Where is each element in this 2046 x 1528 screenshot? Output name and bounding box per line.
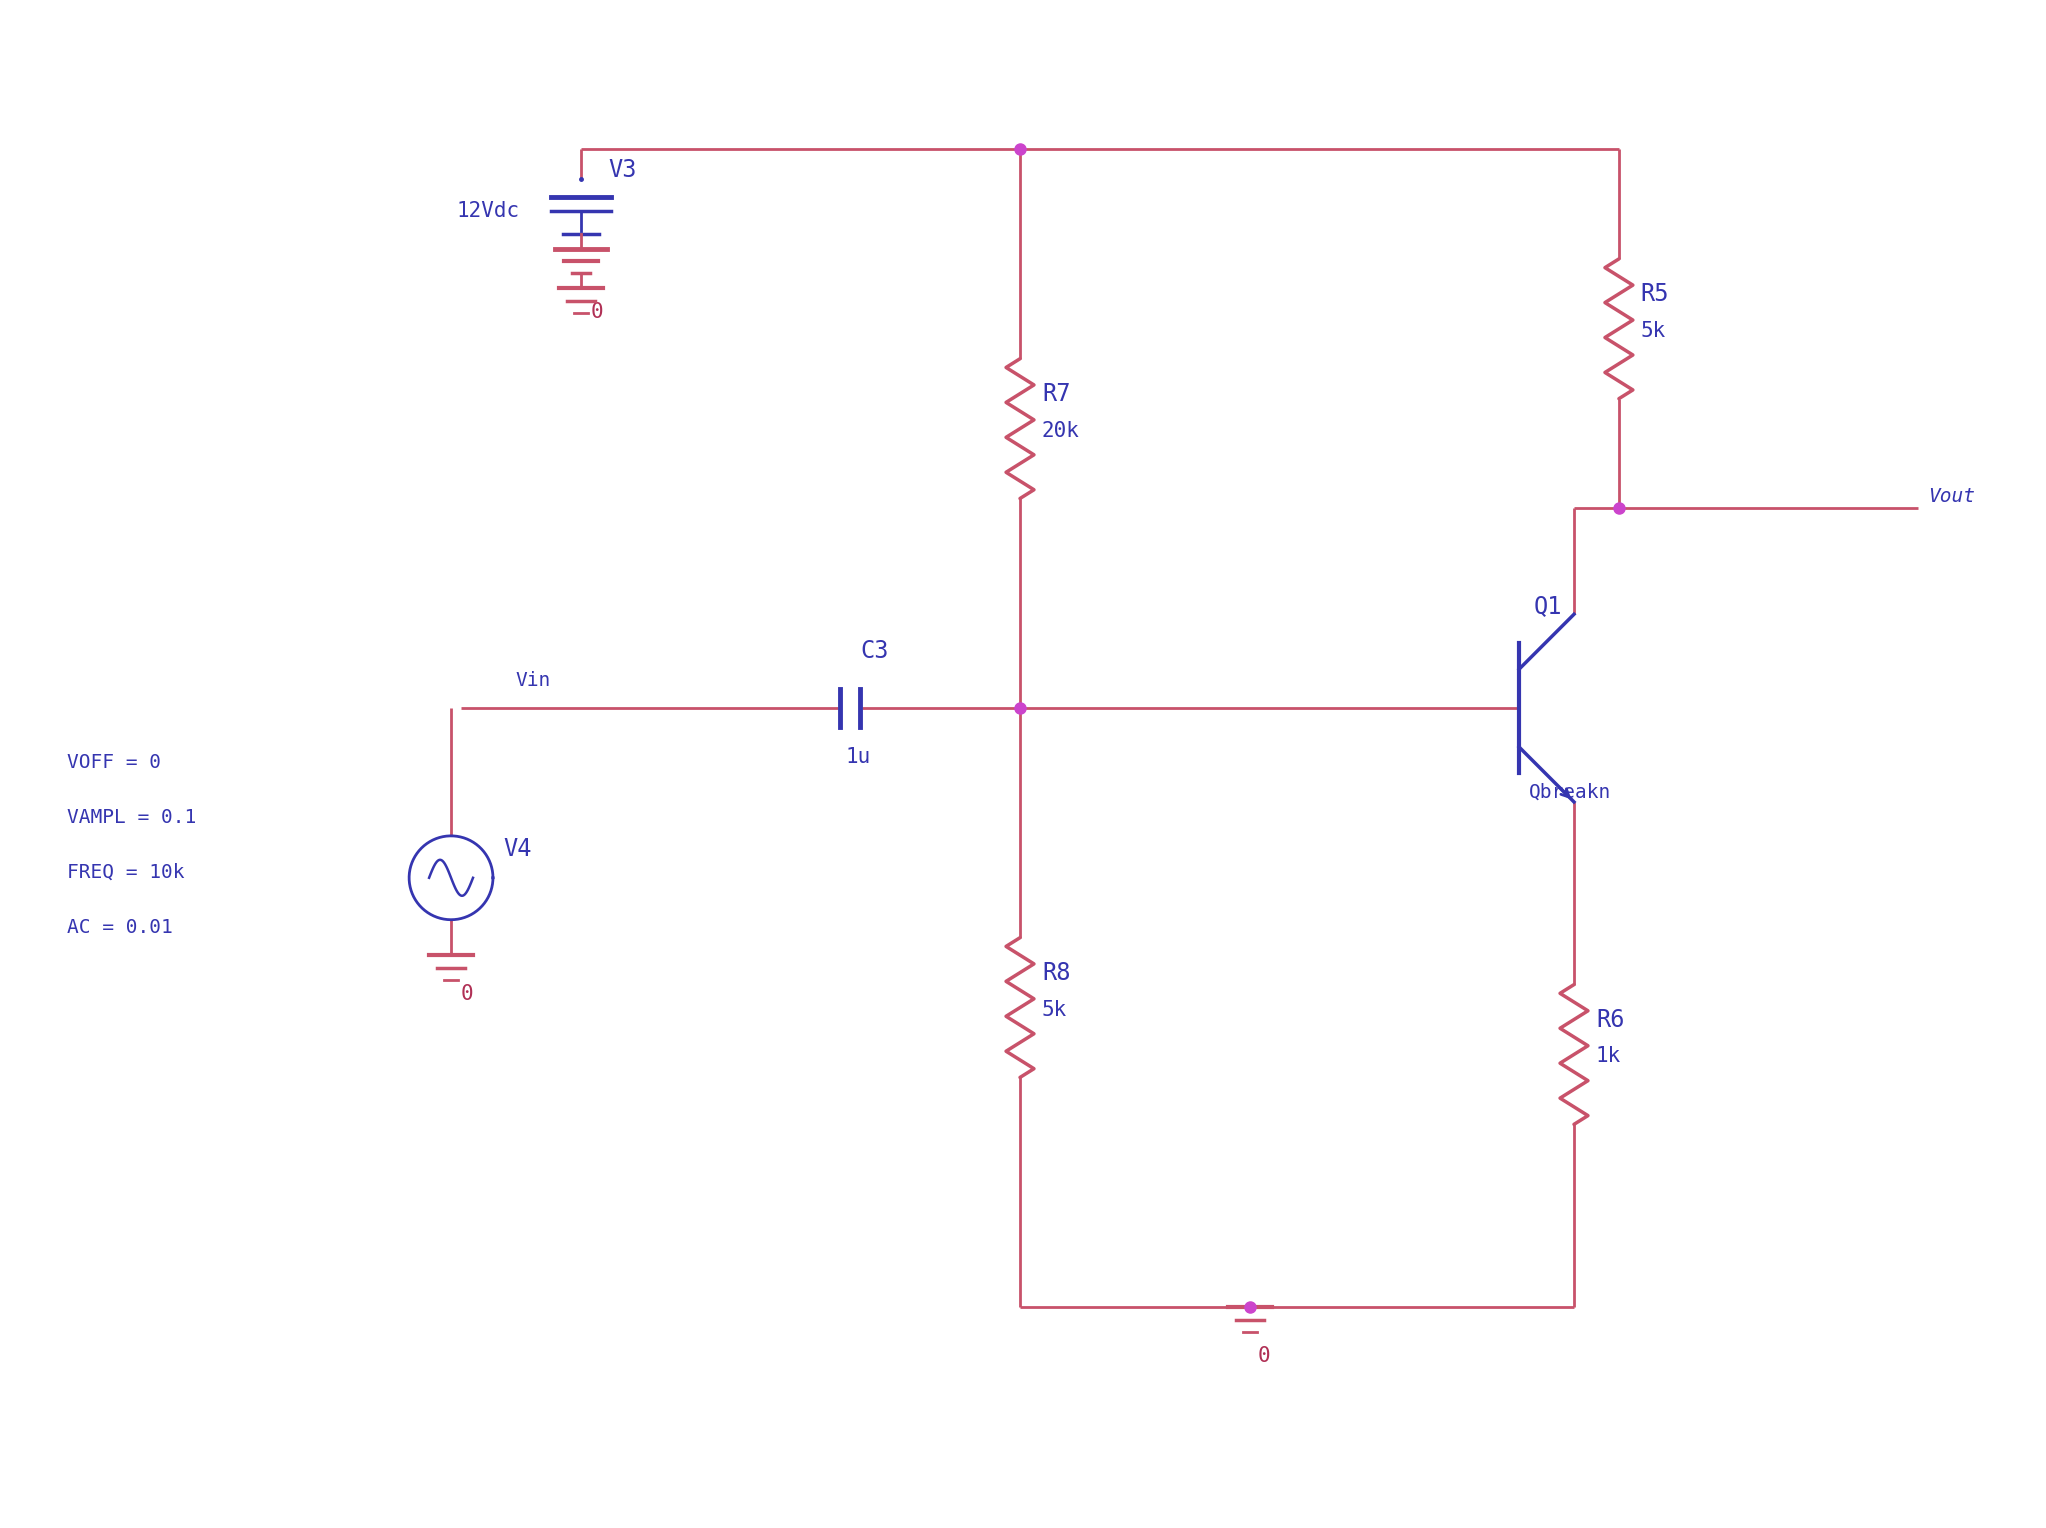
Text: 0: 0: [591, 303, 604, 322]
Text: 12Vdc: 12Vdc: [456, 202, 520, 222]
Text: 5k: 5k: [1641, 321, 1665, 341]
Text: Qbreakn: Qbreakn: [1528, 782, 1612, 802]
Text: V4: V4: [503, 837, 532, 860]
Text: 1k: 1k: [1596, 1047, 1620, 1067]
Text: R6: R6: [1596, 1007, 1625, 1031]
Text: Q1: Q1: [1534, 594, 1563, 619]
Text: 20k: 20k: [1041, 420, 1080, 440]
Text: C3: C3: [859, 639, 888, 663]
Text: VOFF = 0: VOFF = 0: [68, 753, 162, 772]
Text: R8: R8: [1041, 961, 1070, 984]
Text: Vin: Vin: [516, 671, 550, 691]
Text: VAMPL = 0.1: VAMPL = 0.1: [68, 808, 196, 827]
Text: AC = 0.01: AC = 0.01: [68, 918, 172, 937]
Text: 0: 0: [460, 984, 473, 1004]
Text: V3: V3: [610, 157, 636, 182]
Text: R5: R5: [1641, 281, 1670, 306]
Text: 5k: 5k: [1041, 999, 1068, 1019]
Text: 0: 0: [1258, 1346, 1271, 1366]
Text: 1u: 1u: [845, 747, 872, 767]
Text: Vout: Vout: [1927, 487, 1974, 506]
Text: R7: R7: [1041, 382, 1070, 405]
Text: FREQ = 10k: FREQ = 10k: [68, 863, 184, 882]
